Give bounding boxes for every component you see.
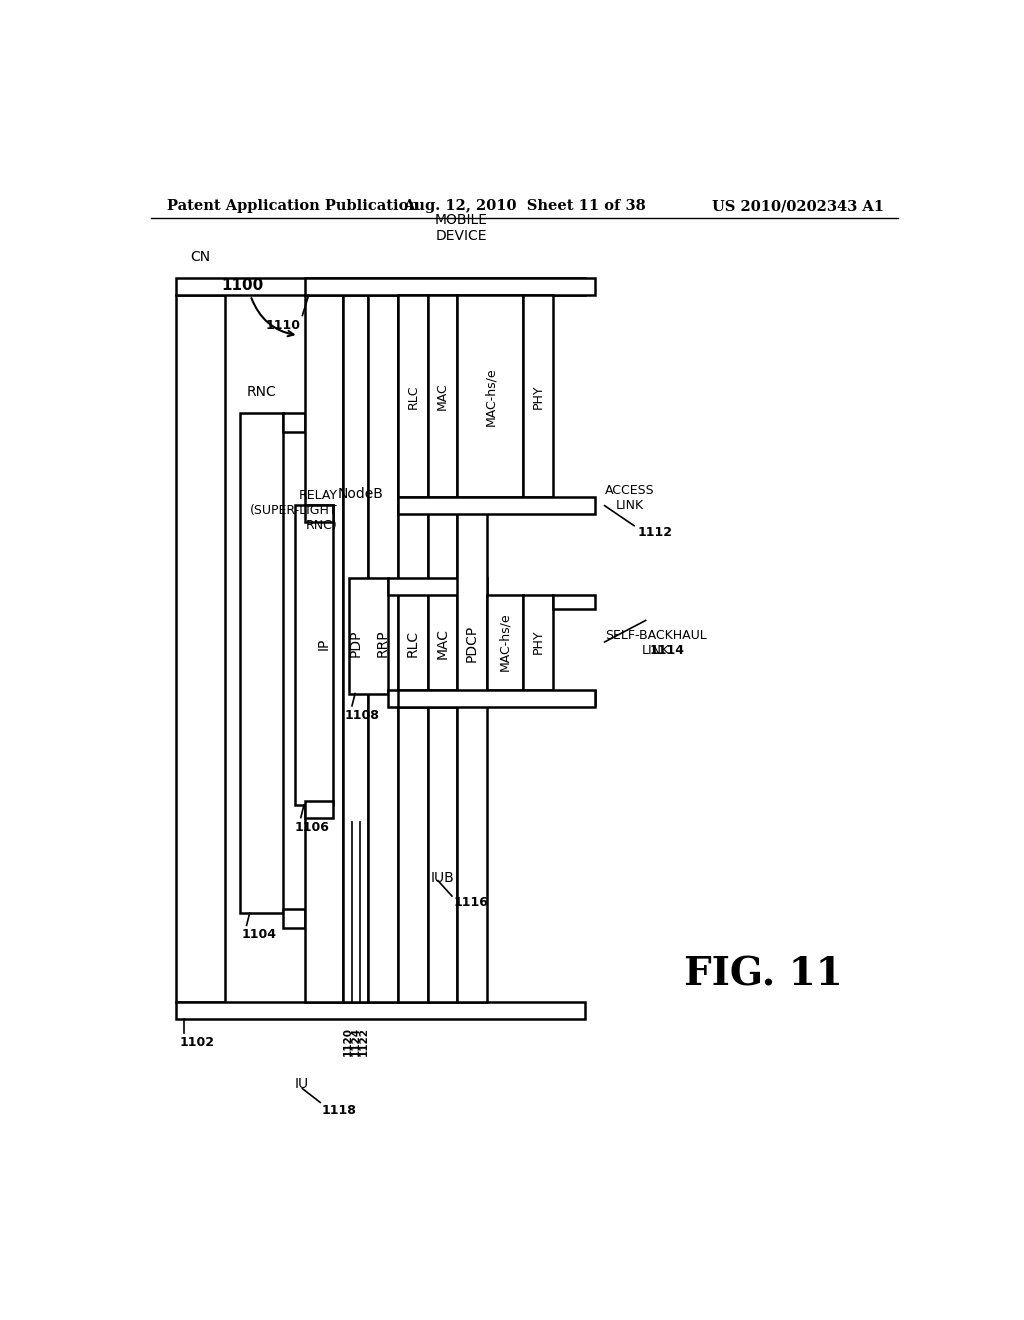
Text: RLC: RLC — [406, 630, 420, 657]
Text: RLC: RLC — [407, 384, 419, 409]
Text: PDCP: PDCP — [465, 624, 479, 663]
Bar — [388, 578, 486, 595]
Text: 1122: 1122 — [359, 1027, 369, 1056]
Bar — [176, 277, 586, 296]
Text: IU: IU — [295, 1077, 309, 1092]
Bar — [295, 506, 334, 805]
Text: 1110: 1110 — [266, 318, 301, 331]
Bar — [305, 506, 334, 521]
Text: 1106: 1106 — [295, 821, 330, 834]
Bar — [397, 296, 428, 498]
Text: IP: IP — [317, 638, 331, 649]
Text: RELAY
(SUPER-LIGHT
RNC): RELAY (SUPER-LIGHT RNC) — [250, 488, 337, 532]
Bar — [343, 296, 369, 1002]
Bar — [523, 296, 553, 498]
Bar — [397, 689, 595, 706]
Bar — [241, 412, 283, 913]
Text: 1100: 1100 — [221, 279, 263, 293]
Bar — [349, 578, 388, 693]
Text: MOBILE
DEVICE: MOBILE DEVICE — [435, 213, 487, 243]
Bar — [369, 296, 397, 1002]
Bar — [305, 801, 334, 818]
Bar — [486, 595, 523, 689]
Text: MAC-hs/e: MAC-hs/e — [499, 612, 512, 672]
Text: PHY: PHY — [531, 384, 545, 409]
Text: 1112: 1112 — [638, 525, 673, 539]
Text: 1102: 1102 — [180, 1036, 215, 1049]
Text: CN: CN — [190, 249, 211, 264]
Bar — [428, 296, 458, 498]
Text: SELF-BACKHAUL
LINK: SELF-BACKHAUL LINK — [604, 630, 707, 657]
Bar — [176, 296, 225, 1002]
Text: 1116: 1116 — [454, 896, 488, 909]
Bar — [283, 412, 305, 432]
Bar — [176, 1002, 586, 1019]
Text: 1118: 1118 — [322, 1104, 356, 1117]
Text: PDP: PDP — [349, 630, 362, 657]
Text: IUB: IUB — [430, 871, 454, 884]
Bar — [458, 296, 486, 1002]
Text: ACCESS
LINK: ACCESS LINK — [604, 484, 654, 512]
Bar — [458, 296, 523, 498]
Bar — [428, 296, 458, 1002]
Text: PHY: PHY — [531, 630, 545, 655]
Text: 1114: 1114 — [649, 644, 685, 656]
Bar — [397, 498, 595, 515]
Text: MAC-hs/e: MAC-hs/e — [483, 367, 497, 425]
Text: MAC: MAC — [436, 383, 450, 411]
Bar — [553, 595, 595, 609]
Bar — [523, 595, 553, 689]
Text: 1124: 1124 — [351, 1027, 360, 1056]
Bar — [388, 689, 486, 706]
Text: RRP: RRP — [376, 630, 390, 657]
Text: Patent Application Publication: Patent Application Publication — [167, 199, 419, 213]
Text: MAC: MAC — [435, 628, 450, 659]
Bar — [305, 277, 595, 296]
Text: US 2010/0202343 A1: US 2010/0202343 A1 — [712, 199, 884, 213]
Text: 1120: 1120 — [343, 1027, 352, 1056]
Text: 1104: 1104 — [242, 928, 276, 941]
Text: Aug. 12, 2010  Sheet 11 of 38: Aug. 12, 2010 Sheet 11 of 38 — [403, 199, 646, 213]
Text: 1108: 1108 — [345, 709, 380, 722]
Bar — [305, 296, 343, 1002]
Bar — [397, 296, 428, 1002]
Text: FIG. 11: FIG. 11 — [684, 956, 843, 994]
Text: RNC: RNC — [247, 384, 276, 399]
Bar — [283, 909, 305, 928]
Bar — [553, 692, 595, 705]
Text: NodeB: NodeB — [337, 487, 383, 502]
